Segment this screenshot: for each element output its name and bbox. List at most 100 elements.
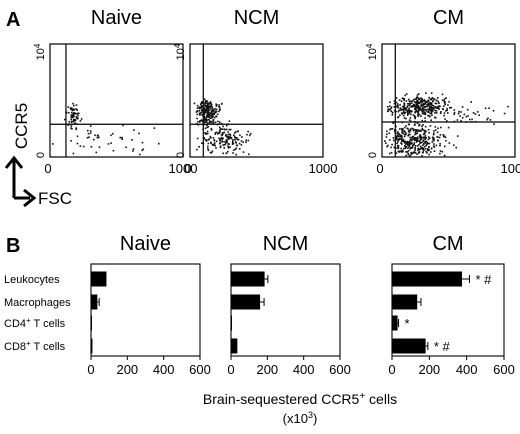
event-dot [221,132,224,134]
event-dot [404,108,407,110]
event-dot [426,103,428,106]
event-dot [245,141,247,143]
event-dot [400,127,403,130]
event-dot [403,141,405,143]
event-dot [408,111,411,113]
event-dot [444,101,446,103]
event-dot [205,105,207,107]
event-dot [222,125,224,128]
event-dot [492,110,495,112]
event-dot [446,120,448,122]
event-dot [397,132,400,135]
event-dot [237,130,239,132]
event-dot [209,151,212,154]
event-dot [416,102,419,105]
event-dot [484,107,487,110]
event-dot [210,122,212,125]
event-dot [405,145,408,148]
event-dot [75,116,78,118]
event-dot [419,142,421,144]
event-dot [397,110,400,113]
event-dot [424,135,427,137]
event-dot [412,99,415,102]
event-dot [411,146,414,149]
event-dot [400,100,403,102]
event-dot [90,146,93,148]
event-dot [398,99,401,101]
event-dot [224,128,226,131]
event-dot [215,140,218,143]
event-dot [206,115,208,117]
event-dot [406,143,409,145]
event-dot [215,131,218,134]
event-dot [439,143,441,145]
event-dot [225,133,227,136]
x-tick-label: 1000 [309,161,338,176]
event-dot [210,104,213,106]
event-dot [435,144,438,147]
event-dot [199,120,201,122]
event-dot [453,144,455,146]
event-dot [445,97,447,99]
event-dot [425,110,428,112]
event-dot [73,104,75,107]
event-dot [71,107,73,109]
event-dot [205,99,207,102]
event-dot [199,103,202,106]
event-dot [420,105,422,108]
event-dot [68,121,71,123]
event-dot [212,108,214,111]
event-dot [427,102,430,105]
event-dot [411,145,414,147]
event-dot [217,133,219,135]
event-dot [425,144,427,147]
event-dot [407,134,409,137]
bar-chart-naive: Naive 0 200 400 600 [87,233,210,377]
event-dot [465,115,468,118]
event-dot [89,132,92,134]
event-dot [208,118,210,121]
event-dot [112,149,115,152]
event-dot [441,93,444,96]
y-tick-label: 0 [35,152,47,158]
event-dot [434,126,437,128]
event-dot [437,127,439,130]
event-dot [393,100,396,102]
event-dot [388,139,391,141]
event-dot [390,106,393,109]
event-dot [204,138,207,141]
event-dot [429,112,431,115]
event-dot [207,142,210,145]
event-dot [418,123,421,126]
bar-chart-cm: CM 0 200 400 600 * # * * # [388,233,514,377]
event-dot [76,123,78,125]
event-dot [408,141,411,143]
event-dot [197,124,200,126]
event-dot [437,96,439,99]
event-dot [224,142,227,145]
event-dot [198,106,201,108]
event-dot [225,152,228,155]
event-dot [227,147,230,149]
event-dot [434,106,436,108]
event-dot [423,109,425,112]
event-dot [404,131,406,133]
event-dot [408,131,411,133]
event-dot [433,143,435,145]
event-dot [402,110,405,113]
event-dot [397,104,399,107]
event-dot [445,140,447,142]
event-dot [421,155,423,157]
event-dot [474,120,477,123]
event-dot [431,114,433,116]
event-dot [427,142,429,145]
event-dot [422,129,425,131]
event-dot [72,102,74,105]
event-dot [414,147,417,150]
event-dot [440,126,442,129]
event-dot [457,112,460,115]
event-dot [396,103,399,105]
event-dot [401,149,403,152]
event-dot [410,146,412,149]
event-dot [204,118,207,120]
